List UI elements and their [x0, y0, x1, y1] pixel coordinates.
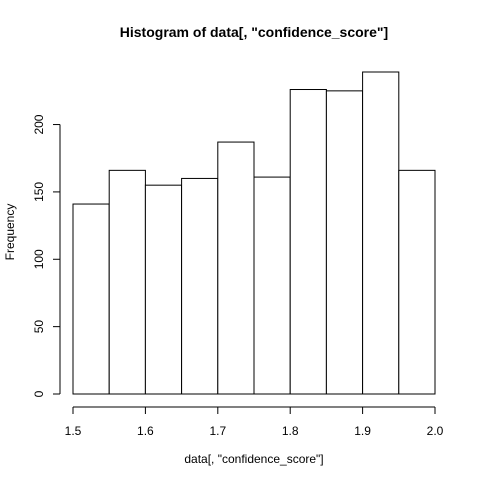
y-axis-label: Frequency [3, 204, 17, 261]
bars-group [72, 71, 436, 395]
y-tick-label: 50 [32, 320, 46, 334]
x-tick-label: 2.0 [427, 424, 444, 438]
x-axis-label: data[, "confidence_score"] [184, 452, 323, 466]
histogram-bar-5 [217, 141, 255, 395]
x-tick-label: 1.5 [65, 424, 82, 438]
histogram-bar-9 [362, 71, 400, 395]
histogram-bar-6 [253, 176, 291, 395]
y-tick-label: 0 [32, 390, 46, 397]
chart-title: Histogram of data[, "confidence_score"] [120, 24, 388, 40]
x-axis: 1.5 1.6 1.7 1.8 1.9 2.0 [65, 406, 444, 438]
histogram-bar-10 [398, 169, 436, 395]
x-tick-label: 1.9 [354, 424, 371, 438]
x-tick-label: 1.6 [137, 424, 154, 438]
histogram-bar-3 [144, 184, 183, 395]
histogram-bar-2 [108, 169, 146, 395]
y-tick-label: 200 [32, 114, 46, 134]
histogram-bar-4 [181, 177, 219, 395]
x-tick-label: 1.7 [209, 424, 226, 438]
y-tick-label: 150 [32, 182, 46, 202]
y-tick-label: 100 [32, 249, 46, 269]
histogram-bar-1 [72, 203, 110, 395]
y-axis: 0 50 100 150 200 [32, 114, 61, 397]
x-tick-label: 1.8 [282, 424, 299, 438]
histogram-bar-8 [325, 90, 364, 395]
histogram-bar-7 [289, 89, 327, 395]
